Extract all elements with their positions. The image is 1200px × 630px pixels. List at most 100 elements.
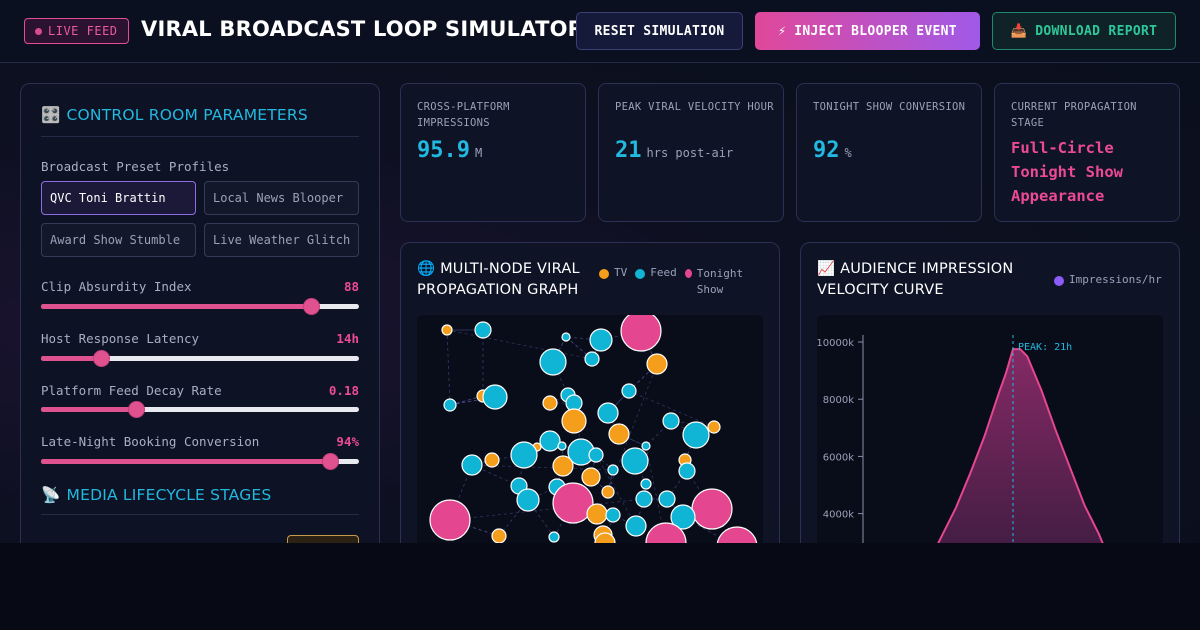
graph-node[interactable] — [605, 507, 621, 523]
reset-simulation-button[interactable]: RESET SIMULATION — [576, 12, 743, 50]
graph-node[interactable] — [482, 384, 508, 410]
metric-label: TONIGHT SHOW CONVERSION — [813, 101, 966, 113]
control-room-title: 🎛️ CONTROL ROOM PARAMETERS — [41, 106, 308, 124]
graph-edge — [684, 434, 697, 461]
metric-label: PEAK VIRAL VELOCITY HOUR — [615, 101, 774, 113]
inject-blooper-button[interactable]: ⚡ INJECT BLOOPER EVENT — [755, 12, 980, 50]
graph-node[interactable] — [429, 499, 471, 541]
slider-thumb[interactable] — [129, 402, 145, 417]
slider-fill — [41, 459, 331, 464]
graph-node[interactable] — [484, 452, 500, 468]
booking-conversion-slider[interactable] — [41, 454, 359, 469]
graph-node[interactable] — [586, 503, 608, 525]
graph-node[interactable] — [561, 332, 571, 342]
graph-node[interactable] — [707, 420, 721, 434]
graph-node[interactable] — [608, 423, 630, 445]
reset-simulation-label: RESET SIMULATION — [594, 23, 725, 39]
slider-thumb[interactable] — [323, 454, 339, 469]
clip-absurdity-slider[interactable] — [41, 299, 359, 314]
legend-dot-tv-icon — [599, 269, 609, 279]
metric-value: 92 — [813, 138, 840, 163]
graph-node[interactable] — [548, 531, 560, 543]
control-room-panel: 🎛️ CONTROL ROOM PARAMETERS Broadcast Pre… — [20, 83, 380, 543]
velocity-chart-area[interactable]: 2000k4000k6000k8000k10000kPEAK: 21h — [817, 315, 1163, 543]
host-latency-slider[interactable] — [41, 351, 359, 366]
preset-local-news-blooper[interactable]: Local News Blooper — [204, 181, 359, 215]
velocity-curve-title: 📈 AUDIENCE IMPRESSION VELOCITY CURVE — [817, 259, 1017, 301]
graph-node[interactable] — [645, 522, 687, 543]
lifecycle-stage-chip[interactable] — [287, 535, 359, 543]
graph-node[interactable] — [539, 430, 561, 452]
metric-card-impressions: CROSS-PLATFORM IMPRESSIONS 95.9 M — [400, 83, 586, 222]
graph-node[interactable] — [691, 488, 733, 530]
graph-node[interactable] — [539, 348, 567, 376]
slider-thumb[interactable] — [94, 351, 110, 366]
metric-card-tonight-conversion: TONIGHT SHOW CONVERSION 92 % — [796, 83, 982, 222]
legend-dot-tonight-show-icon — [684, 269, 692, 278]
graph-node[interactable] — [594, 532, 616, 543]
graph-node[interactable] — [641, 441, 651, 451]
legend-item-impressions: Impressions/hr — [1054, 273, 1162, 286]
lifecycle-title: 📡 MEDIA LIFECYCLE STAGES — [41, 486, 271, 504]
slider-value-feed-decay: 0.18 — [328, 383, 359, 398]
graph-node[interactable] — [621, 447, 649, 475]
graph-node[interactable] — [516, 488, 540, 512]
graph-node[interactable] — [662, 412, 680, 430]
preset-qvc-toni-brattin[interactable]: QVC Toni Brattin — [41, 181, 196, 215]
graph-node[interactable] — [621, 383, 637, 399]
graph-node[interactable] — [510, 441, 538, 469]
graph-node[interactable] — [491, 528, 507, 543]
graph-node[interactable] — [670, 504, 696, 530]
slider-label-clip-absurdity: Clip Absurdity Index — [41, 279, 192, 294]
graph-node[interactable] — [601, 485, 615, 499]
presets-label: Broadcast Preset Profiles — [41, 159, 230, 174]
graph-node[interactable] — [461, 454, 483, 476]
legend-label: Feed — [650, 266, 677, 279]
graph-node[interactable] — [552, 455, 574, 477]
download-report-button[interactable]: 📥 DOWNLOAD REPORT — [992, 12, 1176, 50]
graph-node[interactable] — [557, 441, 567, 451]
velocity-curve-panel: 📈 AUDIENCE IMPRESSION VELOCITY CURVE Imp… — [800, 242, 1180, 543]
graph-node[interactable] — [635, 490, 653, 508]
graph-node[interactable] — [561, 408, 587, 434]
slider-value-clip-absurdity: 88 — [343, 279, 359, 294]
slider-thumb[interactable] — [304, 299, 320, 314]
inject-blooper-label: INJECT BLOOPER EVENT — [794, 23, 957, 39]
download-report-label: DOWNLOAD REPORT — [1035, 23, 1158, 39]
graph-edge — [552, 336, 567, 363]
graph-node[interactable] — [588, 447, 604, 463]
metric-unit: M — [474, 146, 483, 160]
metric-value: 21 — [615, 138, 642, 163]
graph-node[interactable] — [625, 515, 647, 537]
graph-node[interactable] — [443, 398, 457, 412]
legend-item-feed: Feed — [635, 266, 677, 279]
graph-node[interactable] — [678, 462, 696, 480]
preset-live-weather-glitch[interactable]: Live Weather Glitch — [204, 223, 359, 257]
graph-node[interactable] — [640, 478, 652, 490]
graph-node[interactable] — [716, 526, 758, 543]
graph-node[interactable] — [597, 402, 619, 424]
preset-award-show-stumble[interactable]: Award Show Stumble — [41, 223, 196, 257]
graph-node[interactable] — [552, 482, 594, 524]
slider-label-host-latency: Host Response Latency — [41, 331, 200, 346]
graph-node[interactable] — [581, 467, 601, 487]
graph-node[interactable] — [646, 353, 668, 375]
graph-node[interactable] — [658, 490, 676, 508]
graph-node[interactable] — [584, 351, 600, 367]
inbox-tray-icon: 📥 — [1010, 23, 1028, 39]
graph-legend: TV Feed Tonight Show — [599, 266, 747, 298]
propagation-graph-canvas[interactable] — [417, 315, 763, 543]
metric-card-peak-velocity: PEAK VIRAL VELOCITY HOUR 21 hrs post-air — [598, 83, 784, 222]
graph-node[interactable] — [542, 395, 558, 411]
graph-node[interactable] — [474, 321, 492, 339]
graph-node[interactable] — [620, 315, 662, 352]
y-tick-label: 4000k — [823, 510, 854, 521]
graph-edge — [446, 329, 451, 406]
feed-decay-slider[interactable] — [41, 402, 359, 417]
graph-node[interactable] — [441, 324, 453, 336]
graph-node[interactable] — [589, 328, 613, 352]
graph-node[interactable] — [682, 421, 710, 449]
y-tick-label: 6000k — [823, 452, 854, 463]
control-room-title-text: CONTROL ROOM PARAMETERS — [66, 106, 308, 124]
graph-node[interactable] — [607, 464, 619, 476]
